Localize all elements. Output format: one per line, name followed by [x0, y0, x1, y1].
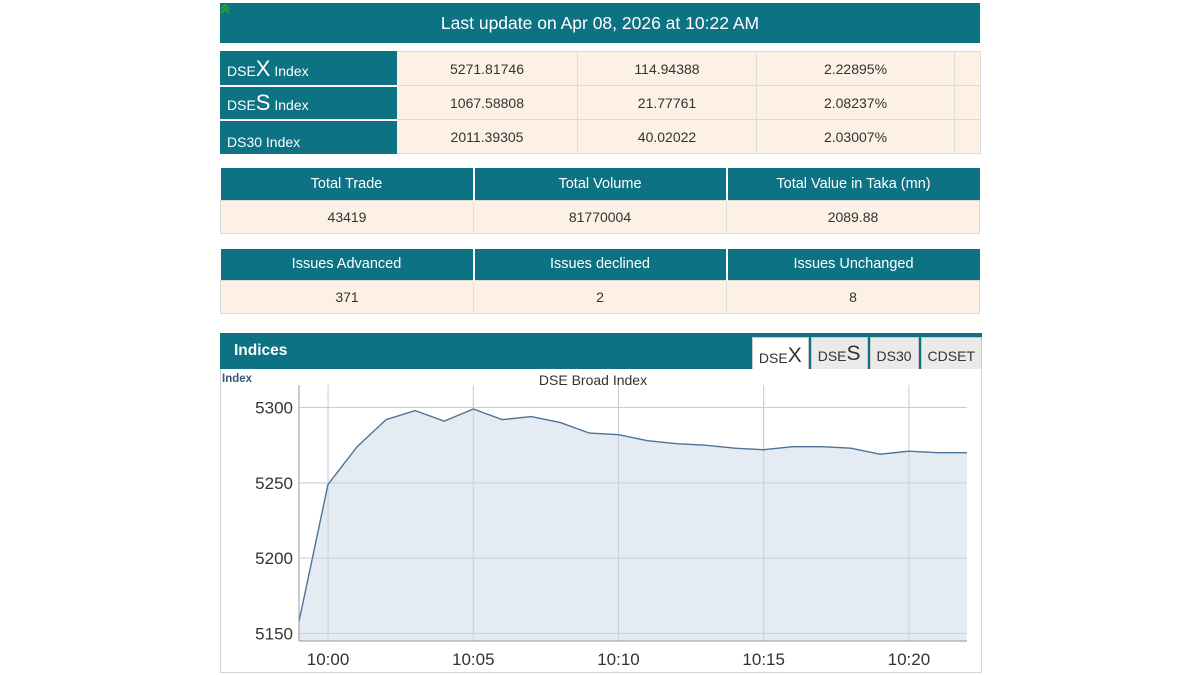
index-tabs: DSE X DSE S DS30 CDSET: [751, 337, 982, 373]
trade-summary-value: 81770004: [473, 199, 727, 234]
index-row[interactable]: DS30 Index 2011.39305 40.02022 2.03007%: [220, 3, 981, 154]
index-value: 2011.39305: [396, 119, 578, 154]
index-value: 1067.58808: [396, 85, 578, 120]
issues-summary-value: 8: [726, 280, 980, 314]
y-tick-label: 5250: [255, 474, 293, 493]
trade-summary-header: Total Trade: [220, 168, 474, 200]
trade-summary-value: 2089.88: [726, 199, 980, 234]
tab-label-prefix: CDSET: [927, 348, 975, 364]
series-area: [299, 409, 967, 641]
index-name-suffix: Index: [270, 96, 309, 113]
last-update-header: Last update on Apr 08, 2026 at 10:22 AM: [220, 3, 980, 43]
trade-summary-header: Total Volume: [472, 168, 727, 200]
market-summary: Last update on Apr 08, 2026 at 10:22 AM …: [220, 3, 981, 314]
index-name-prefix: DS30 Index: [227, 134, 301, 150]
y-tick-label: 5150: [255, 624, 293, 643]
index-name-letter: S: [255, 89, 271, 115]
trade-summary-value: 43419: [220, 199, 474, 234]
tab-label-letter: X: [787, 344, 802, 367]
chart-area: Index DSE Broad Index 5150 5200 5250 5300 10:0…: [220, 369, 982, 673]
issues-summary-table: Issues Advanced Issues declined Issues Unc…: [220, 248, 980, 314]
index-row[interactable]: DSES Index 1067.58808 21.77761 2.08237%: [220, 3, 981, 120]
x-tick-label: 10:20: [888, 650, 931, 669]
y-tick-label: 5300: [255, 399, 293, 418]
tab-dses[interactable]: DSE S: [810, 337, 868, 371]
index-name-letter: X: [255, 55, 271, 81]
index-percent-change: 2.03007%: [756, 119, 955, 154]
index-name: DSEX Index: [220, 51, 397, 86]
double-up-arrow-icon: [220, 3, 981, 120]
tab-cdset[interactable]: CDSET: [920, 337, 982, 371]
x-tick-label: 10:15: [742, 650, 785, 669]
x-tick-label: 10:00: [307, 650, 350, 669]
index-name-suffix: Index: [270, 62, 309, 79]
index-percent-change: 2.08237%: [756, 85, 955, 120]
double-up-arrow-icon: [220, 3, 981, 154]
tab-label-prefix: DSE: [758, 350, 788, 366]
index-change: 114.94388: [577, 51, 757, 86]
tab-dsex[interactable]: DSE X: [751, 337, 809, 373]
double-up-arrow-icon: [220, 3, 981, 86]
index-name-prefix: DSE: [227, 96, 256, 113]
index-value: 5271.81746: [396, 51, 578, 86]
issues-summary-value: 371: [220, 280, 474, 314]
index-row[interactable]: DSEX Index 5271.81746 114.94388 2.22895%: [220, 3, 981, 86]
indices-panel: Indices DSE X DSE S DS30 CDSET Index DSE Broad…: [220, 333, 982, 673]
x-tick-label: 10:10: [597, 650, 640, 669]
index-change: 21.77761: [577, 85, 757, 120]
index-name-prefix: DSE: [227, 62, 256, 79]
index-percent-change: 2.22895%: [756, 51, 955, 86]
trade-summary-table: Total Trade Total Volume Total Value in Ta…: [220, 168, 980, 234]
tab-label-prefix: DSE: [817, 348, 847, 364]
dse-broad-index-chart: Index DSE Broad Index 5150 5200 5250 5300 10:0…: [222, 372, 967, 669]
issues-summary-header: Issues Advanced: [220, 248, 474, 281]
x-tick-label: 10:05: [452, 650, 495, 669]
tab-label-prefix: DS30: [876, 348, 912, 364]
tab-label-letter: S: [846, 342, 861, 365]
index-name: DSES Index: [220, 84, 397, 120]
index-change: 40.02022: [577, 119, 757, 154]
tab-ds30[interactable]: DS30: [869, 337, 919, 371]
y-tick-label: 5200: [255, 549, 293, 568]
issues-summary-header: Issues declined: [472, 248, 727, 281]
trade-summary-header: Total Value in Taka (mn): [725, 168, 980, 200]
index-name: DS30 Index: [220, 118, 397, 154]
index-table: DSEX Index 5271.81746 114.94388 2.22895% DSE…: [220, 3, 981, 154]
y-axis-label: Index: [222, 373, 253, 385]
issues-summary-header: Issues Unchanged: [725, 248, 980, 281]
series-line: [298, 408, 967, 622]
issues-summary-value: 2: [473, 280, 727, 314]
chart-title: DSE Broad Index: [539, 372, 647, 388]
